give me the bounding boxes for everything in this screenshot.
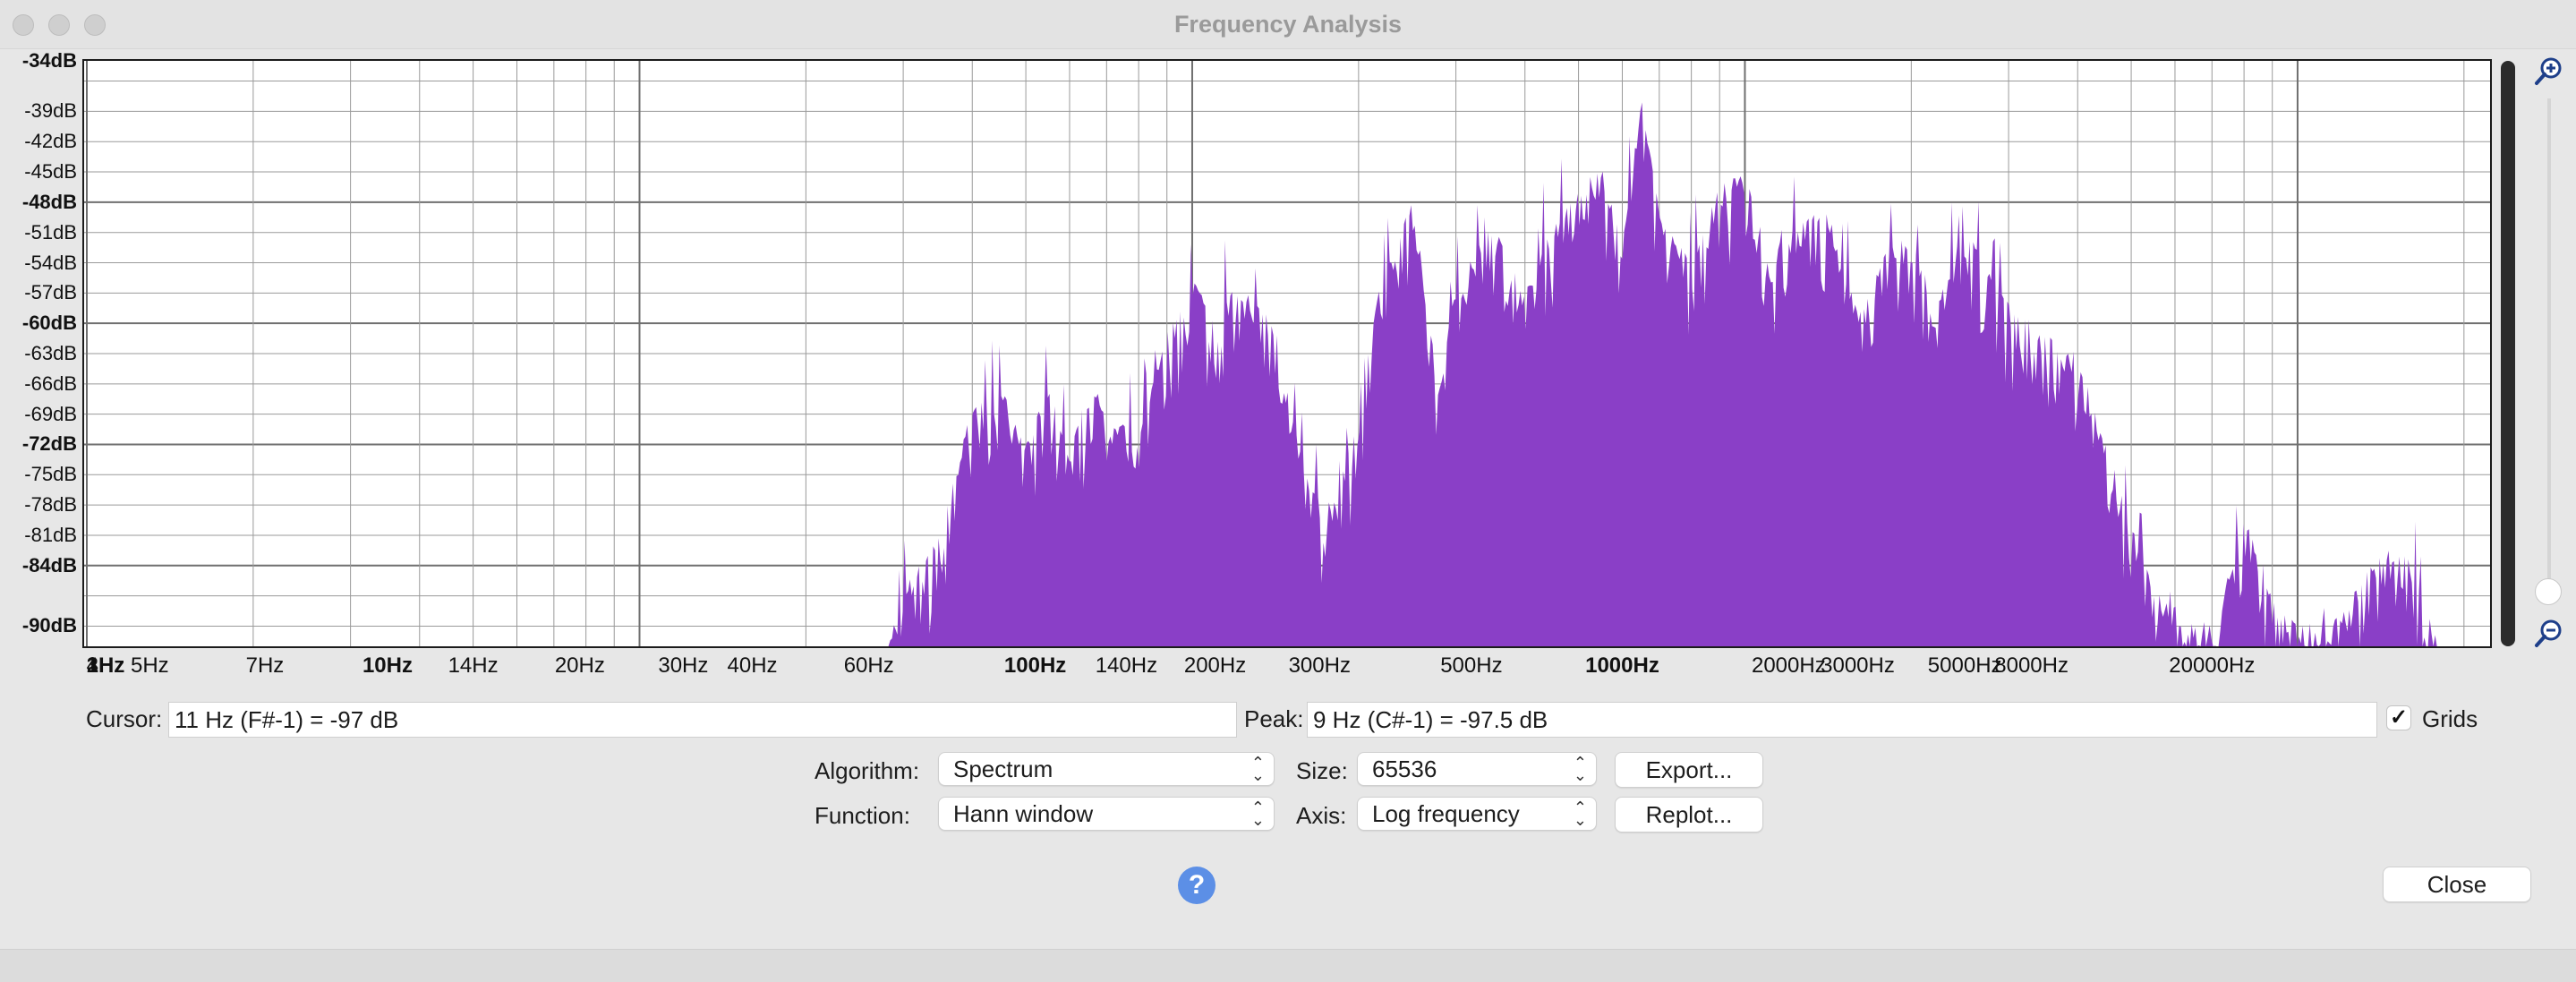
y-axis-tick-label: -48dB bbox=[21, 190, 77, 213]
y-axis-tick-label: -66dB bbox=[24, 371, 77, 395]
replot-button[interactable]: Replot... bbox=[1615, 797, 1763, 833]
peak-label: Peak: bbox=[1244, 705, 1304, 732]
x-axis-tick-label: 3Hz bbox=[86, 653, 125, 678]
x-axis-tick-label: 30Hz bbox=[658, 653, 709, 678]
y-axis-tick-label: -81dB bbox=[24, 523, 77, 546]
help-button[interactable]: ? bbox=[1178, 867, 1215, 904]
close-button[interactable]: Close bbox=[2383, 867, 2531, 902]
x-axis-tick-label: 3000Hz bbox=[1821, 653, 1895, 678]
size-value: 65536 bbox=[1372, 756, 1437, 782]
y-axis-tick-label: -90dB bbox=[21, 614, 77, 637]
x-axis-tick-label: 140Hz bbox=[1095, 653, 1158, 678]
x-axis-tick-label: 20Hz bbox=[554, 653, 605, 678]
function-value: Hann window bbox=[953, 800, 1094, 827]
x-axis-tick-label: 2Hz bbox=[86, 653, 125, 678]
y-axis-tick-label: -54dB bbox=[24, 251, 77, 274]
y-axis-tick-label: -42dB bbox=[24, 130, 77, 153]
y-axis-tick-label: -51dB bbox=[24, 220, 77, 243]
grids-label: Grids bbox=[2422, 705, 2478, 732]
x-axis-tick-label: 200Hz bbox=[1183, 653, 1247, 678]
bottom-bar bbox=[0, 949, 2576, 982]
size-label: Size: bbox=[1296, 757, 1348, 784]
algorithm-label: Algorithm: bbox=[815, 757, 920, 784]
x-axis-tick-label: 14Hz bbox=[448, 653, 499, 678]
stepper-chevron-icon: ⌃ ⌄ bbox=[1250, 798, 1265, 829]
grids-checkbox[interactable]: ✓ bbox=[2386, 705, 2411, 730]
y-axis-tick-label: -57dB bbox=[24, 281, 77, 304]
minimize-window-button[interactable] bbox=[48, 14, 70, 36]
algorithm-select[interactable]: Spectrum ⌃ ⌄ bbox=[938, 752, 1275, 786]
stepper-chevron-icon: ⌃ ⌄ bbox=[1573, 798, 1587, 829]
x-axis-tick-label: 7Hz bbox=[245, 653, 285, 678]
window-title: Frequency Analysis bbox=[1173, 11, 1403, 38]
x-axis-tick-label: 1Hz bbox=[86, 653, 125, 678]
stepper-chevron-icon: ⌃ ⌄ bbox=[1250, 754, 1265, 784]
y-axis-tick-label: -60dB bbox=[21, 312, 77, 335]
x-axis-tick-label: 8000Hz bbox=[1994, 653, 2068, 678]
cursor-field[interactable]: 11 Hz (F#-1) = -97 dB bbox=[168, 702, 1237, 738]
x-axis-tick-label: 300Hz bbox=[1288, 653, 1351, 678]
peak-field[interactable]: 9 Hz (C#-1) = -97.5 dB bbox=[1307, 702, 2377, 738]
x-axis-tick-label: 20000Hz bbox=[2169, 653, 2256, 678]
x-axis-tick-label: 4Hz bbox=[86, 653, 125, 678]
y-axis-tick-label: -63dB bbox=[24, 342, 77, 364]
y-axis-tick-label: -34dB bbox=[21, 49, 77, 72]
spectrum-plot[interactable] bbox=[84, 61, 2490, 646]
close-window-button[interactable] bbox=[13, 14, 34, 36]
stepper-chevron-icon: ⌃ ⌄ bbox=[1573, 754, 1587, 784]
size-select[interactable]: 65536 ⌃ ⌄ bbox=[1357, 752, 1597, 786]
x-axis-tick-label: 1Hz bbox=[86, 653, 125, 678]
zoom-out-icon[interactable] bbox=[2533, 618, 2565, 650]
x-axis-tick-label: 1000Hz bbox=[1585, 653, 1659, 678]
y-axis-tick-label: -78dB bbox=[24, 493, 77, 517]
y-axis-tick-label: -39dB bbox=[24, 99, 77, 123]
x-axis-tick-label: 1Hz bbox=[86, 653, 125, 678]
export-button[interactable]: Export... bbox=[1615, 752, 1763, 788]
spectrum-area bbox=[886, 102, 2439, 646]
x-axis-tick-label: 10Hz bbox=[362, 653, 413, 678]
y-axis-tick-label: -72dB bbox=[21, 432, 77, 456]
zoom-in-icon[interactable] bbox=[2533, 56, 2565, 88]
title-bar: Frequency Analysis bbox=[0, 0, 2576, 49]
x-axis-tick-label: 2Hz bbox=[86, 653, 125, 678]
axis-label: Axis: bbox=[1296, 802, 1347, 829]
y-axis-tick-label: -45dB bbox=[24, 160, 77, 184]
x-axis-tick-label: 40Hz bbox=[727, 653, 778, 678]
zoom-slider-track bbox=[2547, 98, 2551, 587]
x-axis-tick-label: 5Hz bbox=[131, 653, 169, 678]
x-axis-tick-label: 2000Hz bbox=[1751, 653, 1826, 678]
zoom-slider-knob[interactable] bbox=[2535, 578, 2562, 605]
algorithm-value: Spectrum bbox=[953, 756, 1053, 782]
y-axis-tick-label: -69dB bbox=[24, 402, 77, 425]
vertical-scrollbar[interactable] bbox=[2501, 61, 2515, 646]
y-axis-tick-label: -75dB bbox=[24, 463, 77, 486]
x-axis-tick-label: 500Hz bbox=[1440, 653, 1503, 678]
y-axis-tick-label: -84dB bbox=[21, 553, 77, 576]
axis-value: Log frequency bbox=[1372, 800, 1520, 827]
x-axis-tick-label: 100Hz bbox=[1003, 653, 1067, 678]
axis-select[interactable]: Log frequency ⌃ ⌄ bbox=[1357, 797, 1597, 831]
function-select[interactable]: Hann window ⌃ ⌄ bbox=[938, 797, 1275, 831]
x-axis-tick-label: 60Hz bbox=[843, 653, 894, 678]
cursor-label: Cursor: bbox=[86, 705, 163, 732]
function-label: Function: bbox=[815, 802, 910, 829]
x-axis-tick-label: 5000Hz bbox=[1927, 653, 2002, 678]
zoom-window-button[interactable] bbox=[84, 14, 106, 36]
